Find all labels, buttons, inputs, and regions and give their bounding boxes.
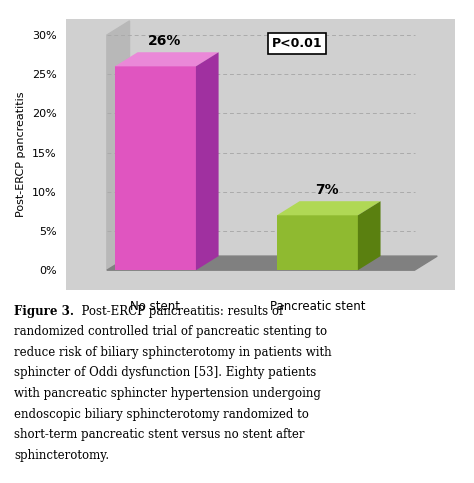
Text: reduce risk of biliary sphincterotomy in patients with: reduce risk of biliary sphincterotomy in… [14, 346, 332, 359]
Polygon shape [107, 256, 437, 270]
Polygon shape [115, 66, 196, 270]
Text: sphincter of Oddi dysfunction [53]. Eighty patients: sphincter of Oddi dysfunction [53]. Eigh… [14, 367, 317, 380]
Text: randomized controlled trial of pancreatic stenting to: randomized controlled trial of pancreati… [14, 326, 328, 339]
Text: 26%: 26% [148, 33, 181, 47]
Text: Figure 3.: Figure 3. [14, 305, 74, 318]
Polygon shape [115, 52, 219, 66]
Polygon shape [196, 52, 219, 270]
Text: endoscopic biliary sphincterotomy randomized to: endoscopic biliary sphincterotomy random… [14, 408, 309, 421]
Text: P<0.01: P<0.01 [272, 37, 323, 50]
Text: sphincterotomy.: sphincterotomy. [14, 449, 109, 462]
Y-axis label: Post-ERCP pancreatitis: Post-ERCP pancreatitis [16, 92, 27, 217]
Polygon shape [277, 201, 381, 215]
Text: Post-ERCP pancreatitis: results of: Post-ERCP pancreatitis: results of [74, 305, 283, 318]
Polygon shape [107, 21, 129, 270]
Text: 7%: 7% [315, 183, 338, 197]
Polygon shape [277, 215, 358, 270]
Polygon shape [358, 201, 381, 270]
Text: with pancreatic sphincter hypertension undergoing: with pancreatic sphincter hypertension u… [14, 387, 321, 400]
Text: short-term pancreatic stent versus no stent after: short-term pancreatic stent versus no st… [14, 428, 305, 441]
